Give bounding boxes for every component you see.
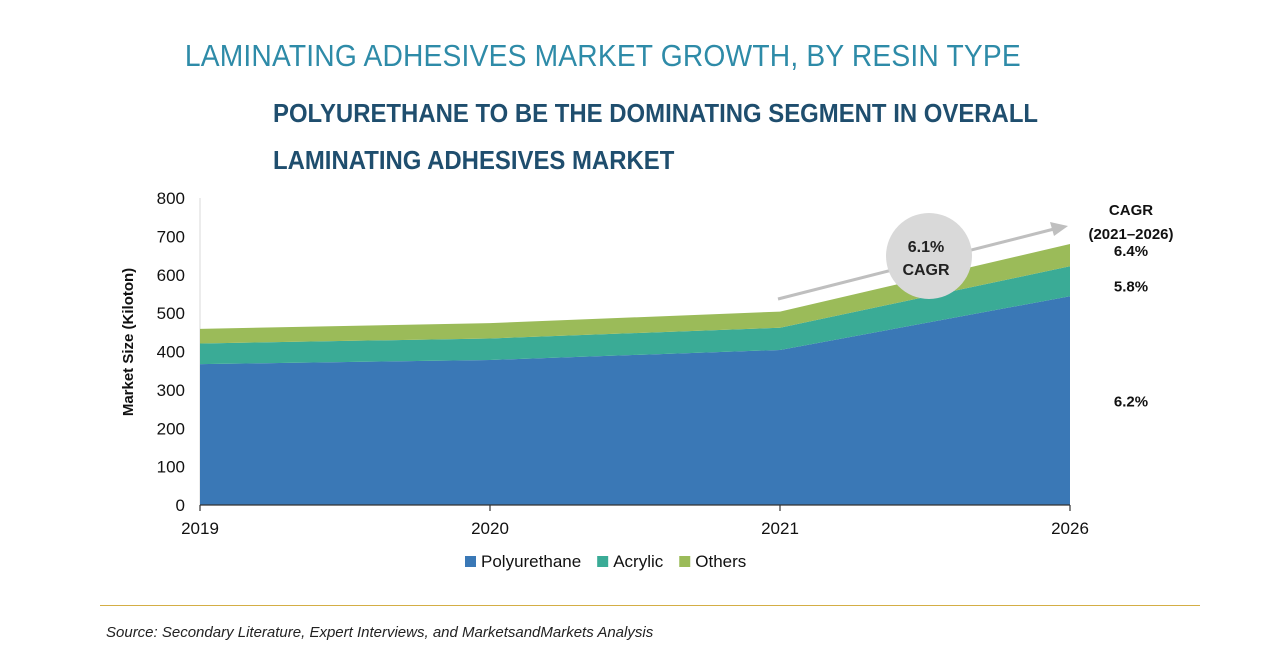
cagr-acrylic: 5.8%: [1114, 278, 1148, 295]
y-axis-title: Market Size (Kiloton): [120, 268, 137, 416]
area-others: [200, 244, 1070, 344]
y-tick-label: 300: [157, 381, 185, 400]
cagr-bubble-value: 6.1%: [908, 239, 944, 256]
x-tick-label: 2026: [1051, 519, 1089, 538]
y-tick-label: 600: [157, 266, 185, 285]
legend-swatch-acrylic: [597, 556, 609, 567]
cagr-bubble-label: CAGR: [902, 262, 950, 279]
legend-label-acrylic: Acrylic: [613, 552, 664, 571]
cagr-period: (2021–2026): [1088, 226, 1173, 243]
x-tick-label: 2021: [761, 519, 799, 538]
growth-arrow-head: [1050, 222, 1068, 236]
market-area-chart: 0 100 200 300 400 500 600 700 800 2019 2020 2021 202…: [120, 189, 1174, 571]
cagr-header: CAGR: [1109, 202, 1153, 219]
chart-title: LAMINATING ADHESIVES MARKET GROWTH, BY R…: [184, 38, 1021, 73]
y-tick-label: 200: [157, 419, 185, 438]
cagr-polyurethane: 6.2%: [1114, 394, 1148, 411]
y-tick-label: 800: [157, 189, 185, 208]
area-polyurethane: [200, 296, 1070, 505]
y-tick-label: 100: [157, 458, 185, 477]
legend-swatch-others: [679, 556, 691, 567]
legend-label-others: Others: [695, 552, 746, 571]
chart-subtitle: POLYURETHANE TO BE THE DOMINATING SEGMEN…: [273, 98, 1038, 175]
legend-swatch-polyurethane: [465, 556, 476, 567]
y-tick-label: 400: [157, 343, 185, 362]
y-tick-label: 0: [176, 496, 185, 515]
cagr-bubble: [886, 213, 972, 299]
source-divider: [100, 605, 1200, 606]
y-tick-label: 500: [157, 304, 185, 323]
cagr-others: 6.4%: [1114, 243, 1148, 260]
x-tick-label: 2019: [181, 519, 219, 538]
legend-label-polyurethane: Polyurethane: [481, 552, 581, 571]
area-acrylic: [200, 266, 1070, 365]
y-tick-label: 700: [157, 227, 185, 246]
source-note: Source: Secondary Literature, Expert Int…: [106, 624, 654, 641]
x-tick-label: 2020: [471, 519, 509, 538]
